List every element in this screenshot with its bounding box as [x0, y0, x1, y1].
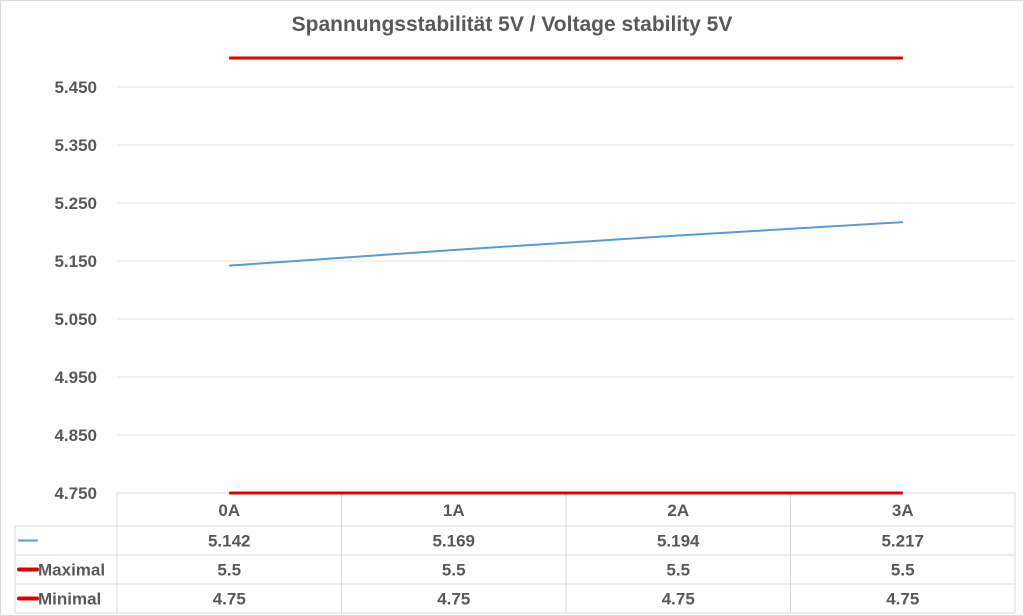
data-label: 4.75: [437, 590, 470, 609]
data-point: [677, 57, 679, 59]
data-table: 0A 1A 2A 3A 5.142 5.169 5.194 5.217 Maximal 5.5 5.…: [14, 492, 1016, 614]
gridlines: [117, 86, 1015, 494]
legend-label: Maximal: [38, 561, 105, 580]
data-point: [677, 234, 679, 236]
data-point: [902, 221, 904, 223]
data-point: [453, 492, 455, 494]
series-lines: [228, 56, 904, 495]
x-tick-label: 1A: [443, 501, 465, 520]
data-point: [228, 57, 230, 59]
data-point: [453, 249, 455, 251]
data-label: 5.5: [891, 561, 915, 580]
data-label: 4.75: [662, 590, 695, 609]
data-label: 5.169: [432, 532, 475, 551]
x-tick-label: 0A: [218, 501, 240, 520]
data-point: [453, 57, 455, 59]
data-label: 5.5: [217, 561, 241, 580]
data-point: [677, 492, 679, 494]
x-tick-label: 3A: [892, 501, 914, 520]
y-axis-ticks: 4.750 4.850 4.950 5.050 5.150 5.250 5.350 5.450: [54, 78, 97, 503]
data-point: [228, 492, 230, 494]
data-label: 5.217: [881, 532, 924, 551]
legend-label: Minimal: [38, 590, 101, 609]
chart-title: Spannungsstabilität 5V / Voltage stabili…: [292, 13, 733, 36]
data-point: [902, 492, 904, 494]
y-tick-label: 5.150: [54, 252, 97, 271]
data-label: 5.5: [442, 561, 466, 580]
data-label: 4.75: [213, 590, 246, 609]
y-tick-label: 5.450: [54, 78, 97, 97]
data-label: 5.5: [666, 561, 690, 580]
x-tick-label: 2A: [667, 501, 689, 520]
data-point: [902, 57, 904, 59]
data-point: [228, 265, 230, 267]
data-label: 4.75: [886, 590, 919, 609]
series-line-voltage: [229, 221, 903, 267]
y-tick-label: 5.050: [54, 310, 97, 329]
y-tick-label: 4.750: [54, 484, 97, 503]
y-tick-label: 4.950: [54, 368, 97, 387]
y-tick-label: 5.250: [54, 194, 97, 213]
y-tick-label: 5.350: [54, 136, 97, 155]
y-tick-label: 4.850: [54, 426, 97, 445]
data-label: 5.194: [657, 532, 700, 551]
data-label: 5.142: [208, 532, 251, 551]
